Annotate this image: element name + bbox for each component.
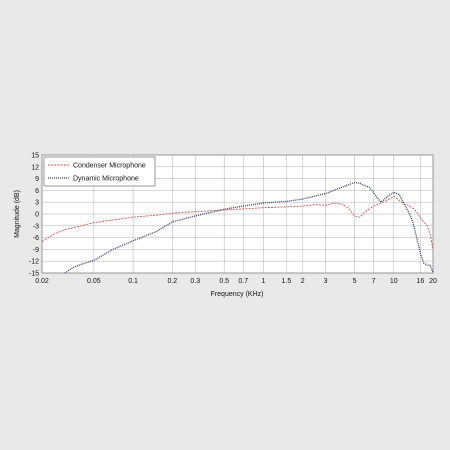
x-tick-label: 0.02 [35,278,49,285]
x-tick-label: 0.7 [238,278,248,285]
y-tick-label: 6 [35,188,39,195]
x-axis-ticks: 0.02 0.05 0.1 0.2 0.3 0.5 0.7 1 1.5 2 3 5 7 10 16 20 [35,278,437,285]
x-tick-label: 3 [324,278,328,285]
y-tick-label: 9 [35,176,39,183]
x-tick-label: 16 [416,278,424,285]
legend: Condenser Microphone Dynamic Microphone [43,156,156,187]
x-tick-label: 20 [429,278,437,285]
x-tick-label: 2 [301,278,305,285]
y-tick-label: -9 [33,247,39,254]
y-tick-label: -12 [29,259,39,266]
y-axis-ticks: 15 12 9 6 3 0 -3 -6 -9 -12 -15 [29,153,39,278]
series-line-dynamic [64,181,434,274]
y-tick-label: 12 [31,164,39,171]
legend-label-dynamic: Dynamic Microphone [73,176,139,183]
series-line-condenser [41,195,434,250]
legend-box [43,156,156,187]
y-tick-label: 0 [35,212,39,219]
y-tick-label: 3 [35,200,39,207]
x-tick-label: 0.2 [167,278,177,285]
y-tick-label: -15 [29,271,39,278]
y-axis-title: Magnitude (dB) [14,190,21,238]
x-tick-label: 10 [390,278,398,285]
y-tick-label: 15 [31,153,39,160]
legend-label-condenser: Condenser Microphone [73,163,146,170]
x-axis-title: Frequency (KHz) [211,291,264,298]
y-tick-label: -6 [33,235,39,242]
y-tick-label: -3 [33,223,39,230]
x-tick-label: 0.3 [190,278,200,285]
x-tick-label: 1.5 [282,278,292,285]
x-tick-label: 0.5 [219,278,229,285]
x-tick-label: 0.05 [87,278,101,285]
grid [41,154,434,274]
x-tick-label: 7 [372,278,376,285]
series-lines [41,181,434,274]
x-tick-label: 5 [353,278,357,285]
x-tick-label: 1 [261,278,265,285]
x-tick-label: 0.1 [128,278,138,285]
